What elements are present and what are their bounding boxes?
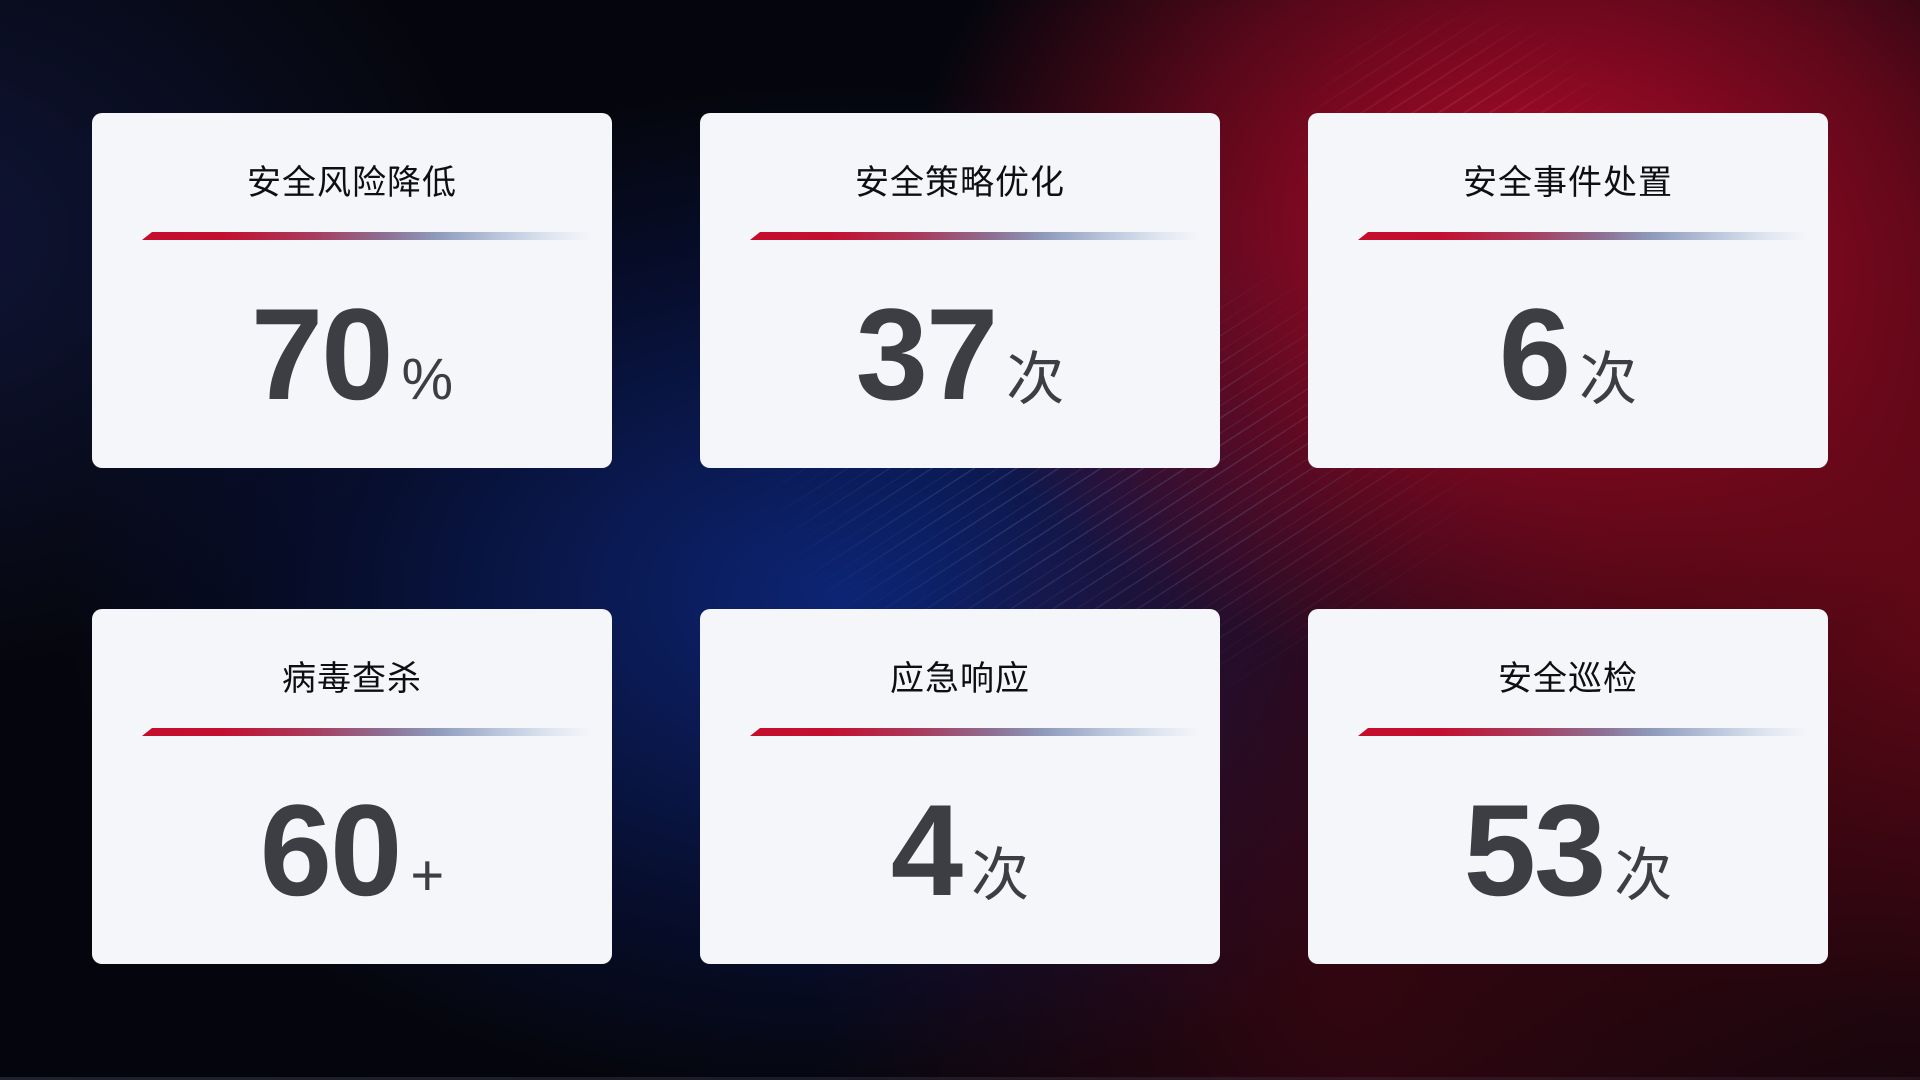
stat-card-emergency-response: 应急响应 4 次 bbox=[700, 609, 1220, 964]
stat-value: 60 bbox=[259, 777, 403, 923]
stat-unit: 次 bbox=[971, 843, 1030, 908]
bottom-edge-highlight bbox=[0, 1077, 1920, 1080]
card-accent-divider bbox=[1358, 728, 1808, 736]
stat-unit: % bbox=[401, 347, 454, 412]
stat-unit: 次 bbox=[1579, 347, 1638, 412]
card-title: 安全巡检 bbox=[1498, 660, 1638, 698]
card-title: 安全风险降低 bbox=[247, 164, 457, 202]
card-value-area: 70 % bbox=[92, 240, 612, 468]
stat-value: 53 bbox=[1463, 777, 1607, 923]
card-value-area: 53 次 bbox=[1308, 736, 1828, 964]
stat-card-grid: 安全风险降低 70 % 安全策略优化 37 次 安全事件处置 6 次 bbox=[92, 113, 1828, 964]
card-title: 安全策略优化 bbox=[855, 164, 1065, 202]
stat-value: 37 bbox=[855, 281, 999, 427]
card-value-area: 37 次 bbox=[700, 240, 1220, 468]
stat-unit: 次 bbox=[1006, 347, 1065, 412]
stat-value: 70 bbox=[250, 281, 394, 427]
stat-card-risk-reduction: 安全风险降低 70 % bbox=[92, 113, 612, 468]
card-title: 病毒查杀 bbox=[282, 660, 422, 698]
card-accent-divider bbox=[1358, 232, 1808, 240]
card-accent-divider bbox=[750, 232, 1200, 240]
stat-card-policy-optimization: 安全策略优化 37 次 bbox=[700, 113, 1220, 468]
stat-card-security-inspection: 安全巡检 53 次 bbox=[1308, 609, 1828, 964]
card-title: 安全事件处置 bbox=[1463, 164, 1673, 202]
card-value-area: 4 次 bbox=[700, 736, 1220, 964]
card-value-area: 60 + bbox=[92, 736, 612, 964]
stat-value: 4 bbox=[890, 777, 963, 923]
card-value-area: 6 次 bbox=[1308, 240, 1828, 468]
stat-card-virus-scan: 病毒查杀 60 + bbox=[92, 609, 612, 964]
card-accent-divider bbox=[142, 728, 592, 736]
stat-unit: 次 bbox=[1614, 843, 1673, 908]
card-title: 应急响应 bbox=[890, 660, 1030, 698]
card-accent-divider bbox=[750, 728, 1200, 736]
stat-card-incident-handling: 安全事件处置 6 次 bbox=[1308, 113, 1828, 468]
stat-unit: + bbox=[410, 843, 445, 908]
stat-value: 6 bbox=[1498, 281, 1571, 427]
card-accent-divider bbox=[142, 232, 592, 240]
